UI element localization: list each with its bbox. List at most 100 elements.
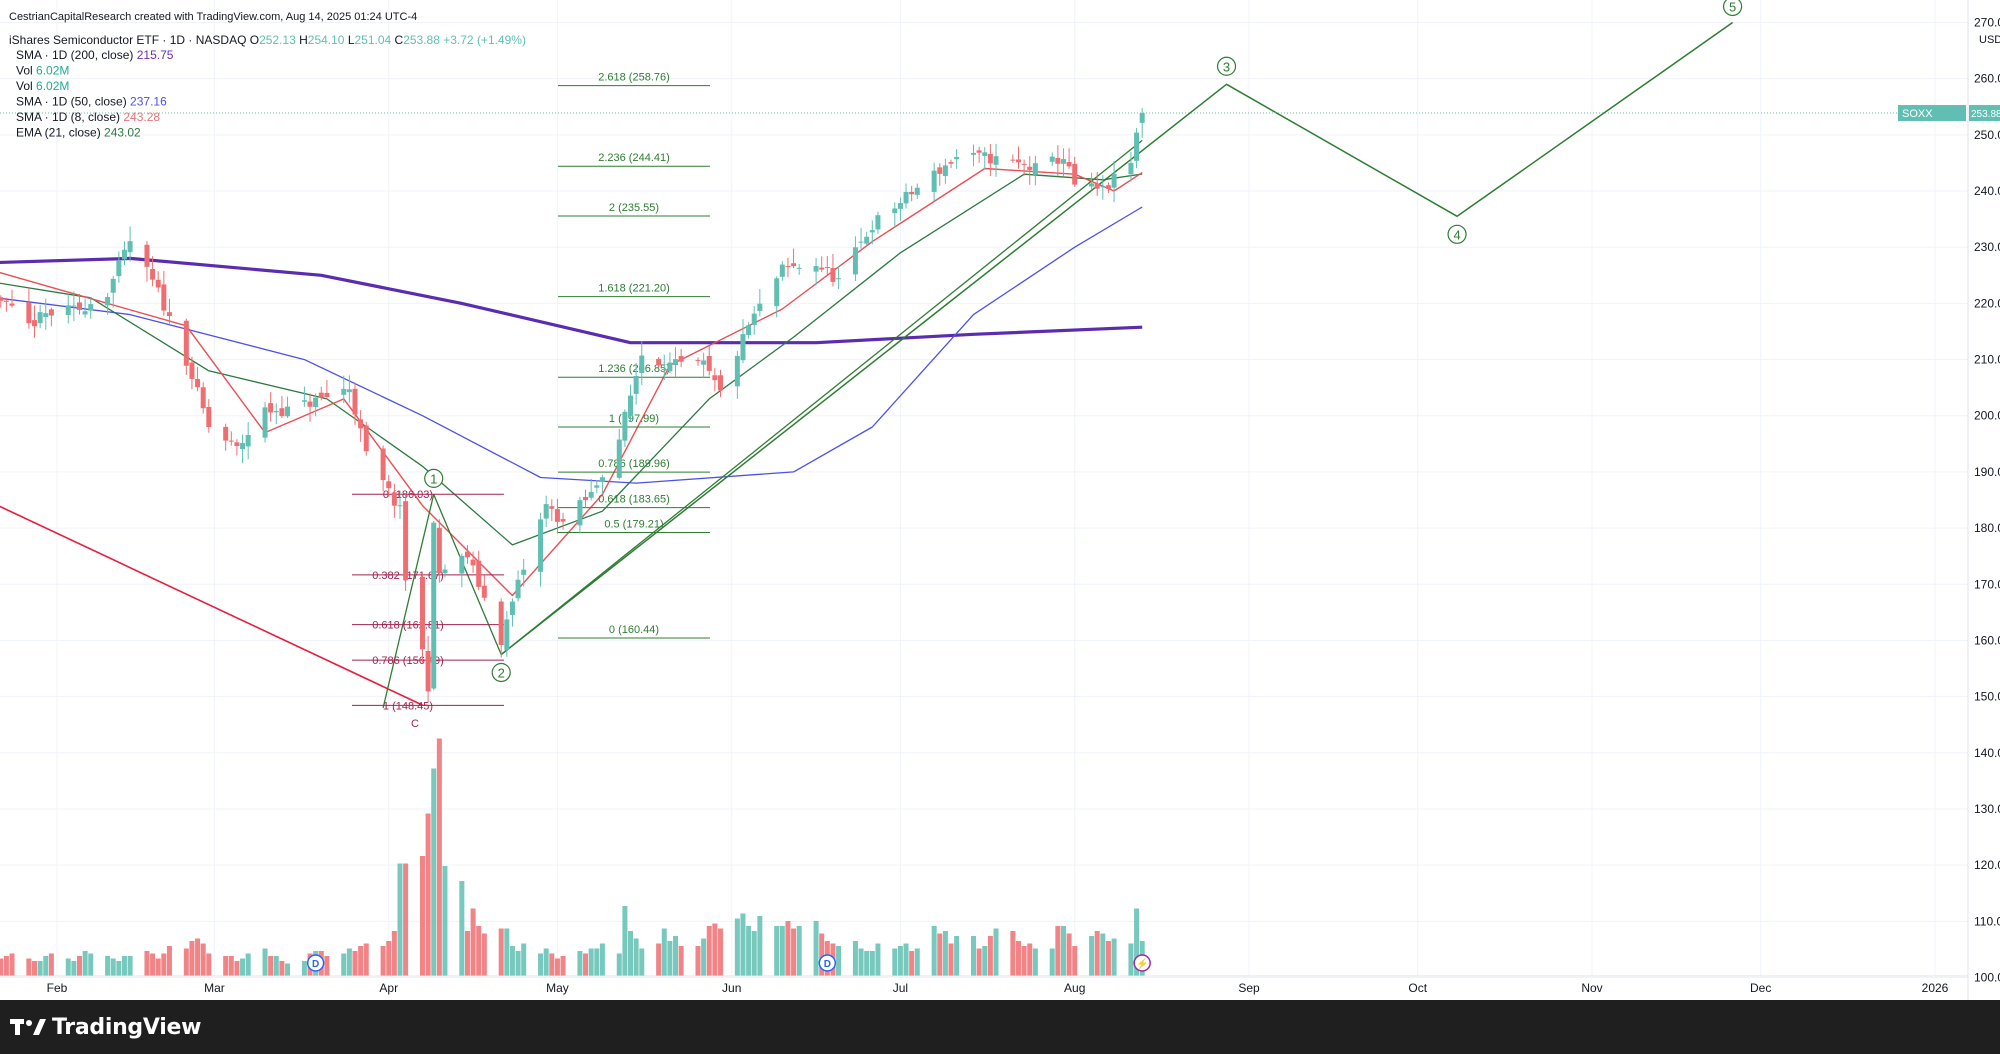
candle-body: [757, 303, 763, 311]
candle: [588, 478, 594, 501]
candle-body: [82, 311, 88, 315]
candle-body: [903, 191, 909, 204]
candle: [358, 410, 364, 442]
volume-bar: [37, 961, 43, 976]
ohlc-label: L: [344, 33, 354, 47]
legend-label: EMA (21, close): [16, 126, 104, 140]
volume-bar: [48, 953, 54, 976]
red-trendline: [0, 505, 423, 706]
candle: [982, 147, 988, 170]
candle-body: [363, 425, 369, 452]
last-price-tag: SOXX 253.88: [1898, 105, 2000, 122]
legend-label: SMA · 1D (50, close): [16, 95, 130, 109]
candle-body: [1066, 161, 1072, 167]
volume-bar: [391, 931, 397, 976]
volume-bar: [819, 933, 825, 976]
wave-c-label: C: [411, 718, 419, 730]
candle: [155, 271, 161, 293]
volume-bar: [121, 956, 127, 976]
candle: [633, 362, 639, 405]
candle: [431, 520, 437, 691]
wave-label-circle: [1447, 224, 1467, 244]
volume-bar: [425, 813, 431, 976]
candle: [1089, 172, 1095, 189]
volume-bar: [431, 768, 437, 976]
volume-bar: [588, 948, 594, 976]
legend-label: SMA · 1D (8, close): [16, 110, 123, 124]
candle-body: [521, 569, 527, 575]
volume-bar: [228, 956, 234, 976]
candle: [313, 393, 319, 417]
candle: [341, 375, 347, 404]
candle: [1055, 145, 1061, 177]
candle: [987, 143, 993, 176]
legend-row: SMA · 1D (50, close) 237.16: [16, 95, 167, 109]
price-tick-label: 130.00: [1974, 802, 2000, 816]
volume-bar: [931, 926, 937, 976]
time-tick-label: Sep: [1238, 981, 1260, 995]
price-axis[interactable]: 270.00 260.00 250.00 240.00 230.00 220.00 210.…: [1898, 0, 2000, 1000]
fib-level-label: 1.236 (206.85): [598, 363, 670, 375]
ohlc-value: 252.13: [259, 33, 296, 47]
legend-label: Vol: [16, 64, 36, 78]
candle-body: [459, 555, 465, 574]
candle-body: [88, 304, 94, 311]
volume-bar: [268, 956, 274, 976]
legend: CestrianCapitalResearch created with Tra…: [9, 11, 526, 140]
volume-bar: [498, 928, 504, 976]
volume-bar: [1094, 931, 1100, 976]
time-axis[interactable]: Feb Mar Apr May Jun Jul Aug Sep Oct Nov Dec 2026: [0, 975, 1968, 995]
candle: [774, 276, 780, 318]
wave-label-1: 1: [424, 468, 444, 488]
candle-body: [105, 297, 111, 306]
candle: [852, 236, 858, 282]
candle: [734, 350, 740, 399]
volume-bar: [464, 931, 470, 976]
time-tick-label: Feb: [47, 981, 68, 995]
dividend-marker: D: [818, 954, 837, 972]
volume-bar: [419, 856, 425, 976]
volume-bar: [352, 951, 358, 976]
wave-label-text: 2: [498, 665, 505, 680]
candle-body: [616, 439, 622, 478]
time-tick-label: Aug: [1064, 981, 1085, 995]
candle-body: [824, 267, 830, 269]
candle-body: [380, 448, 386, 481]
volume-bar: [105, 956, 111, 976]
volume-bar: [189, 941, 195, 976]
time-tick-label: Dec: [1750, 981, 1771, 995]
candle: [1066, 148, 1072, 169]
candle-body: [195, 379, 201, 388]
candle-body: [599, 477, 605, 482]
candle: [88, 297, 94, 319]
volume-bar: [774, 926, 780, 976]
candle-body: [897, 203, 903, 209]
candle-body: [875, 215, 881, 230]
ohlc-value: 251.04: [355, 33, 392, 47]
volume-bar: [813, 921, 819, 976]
candle-body: [442, 569, 448, 574]
tradingview-logo[interactable]: TradingView: [10, 1015, 201, 1040]
volume-bar: [1049, 948, 1055, 976]
candle-body: [858, 241, 864, 243]
volume-bar: [549, 953, 555, 976]
candle-body: [481, 585, 487, 598]
legend-value: 243.02: [104, 126, 141, 140]
candle-body: [549, 506, 555, 509]
candle-body: [746, 325, 752, 335]
candle-body: [1049, 156, 1055, 162]
wave-projection-path: [500, 21, 1734, 656]
candle-body: [751, 313, 757, 325]
candle: [363, 421, 369, 456]
price-chart[interactable]: 2.618 (258.76) 2.236 (244.41) 2 (235.55) 1.…: [0, 0, 2000, 1000]
candle-body: [26, 302, 32, 324]
candle: [82, 298, 88, 318]
volume-bar: [245, 953, 251, 976]
candle-body: [914, 187, 920, 195]
candlestick-series: [0, 107, 1145, 703]
volume-bar: [436, 738, 442, 976]
time-tick-label: Jun: [722, 981, 741, 995]
candle: [161, 270, 167, 316]
volume-bar: [1134, 908, 1140, 976]
ohlc-value: 253.88: [403, 33, 440, 47]
